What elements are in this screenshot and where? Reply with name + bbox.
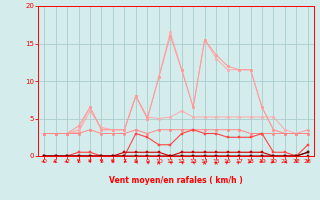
X-axis label: Vent moyen/en rafales ( km/h ): Vent moyen/en rafales ( km/h )	[109, 176, 243, 185]
